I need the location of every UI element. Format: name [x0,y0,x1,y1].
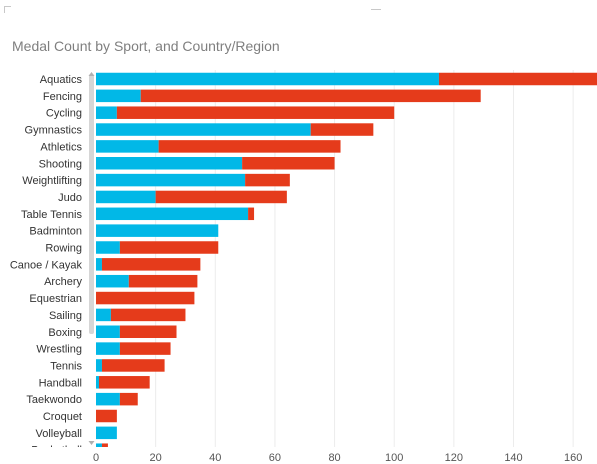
bar-segment [96,409,117,423]
x-tick-label: 100 [385,452,403,464]
visual-corner-marker [4,6,11,13]
chart-title: Medal Count by Sport, and Country/Region [12,38,280,54]
category-label: Fencing [43,91,82,103]
bar-segment [158,140,341,153]
bar-segment [119,325,177,338]
bar-segment [96,207,249,221]
bar-segment [242,157,335,170]
bar-segment [438,72,597,86]
bar-segment [96,72,439,86]
bar-segment [98,376,150,389]
category-label: Badminton [29,226,82,238]
bar-segment [96,140,159,153]
category-label: Aquatics [40,74,83,86]
bar-segment [96,291,195,305]
category-label: Archery [44,276,82,288]
bar-segment [96,241,120,254]
bar-segment [119,392,138,406]
bar-segment [96,325,120,338]
bar-segment [310,123,374,136]
bar-segment [245,173,290,187]
x-tick-label: 0 [93,452,99,464]
bar-segment [96,359,102,372]
scroll-up-arrow [88,72,95,76]
x-tick-label: 20 [150,452,162,464]
bar-segment [96,173,246,187]
scroll-down-arrow [88,441,95,445]
category-label: Equestrian [29,293,82,305]
bar-segment [96,308,111,322]
category-label: Handball [39,377,82,389]
category-label: Boxing [48,327,82,339]
bar-segment [110,308,186,322]
bars-group: Aquatics Fencing Cycling Gymnastics Athletic… [10,72,597,457]
bar-segment [96,342,120,355]
category-label: Croquet [43,411,82,423]
bar-segment [155,190,287,204]
bar-segment [140,89,481,103]
x-tick-label: 60 [269,452,281,464]
bar-segment [96,392,120,406]
bar-segment [248,207,255,221]
bar-segment [96,89,141,103]
bar-segment [96,157,243,170]
category-label: Canoe / Kayak [10,259,83,271]
bar-segment [96,376,99,389]
bar-segment [96,443,102,447]
bar-segment [96,274,129,288]
bar-segment [128,274,198,288]
bar-segment [96,106,117,119]
category-label: Weightlifting [22,175,82,187]
bar-segment [101,443,108,447]
category-label: Volleyball [36,428,82,440]
category-label: Shooting [39,158,82,170]
x-tick-label: 160 [564,452,582,464]
scrollbar-thumb [89,74,94,334]
category-label: Gymnastics [25,125,83,137]
visual-drag-handle[interactable] [371,9,381,10]
category-label: Judo [58,192,82,204]
bar-segment [119,241,219,254]
category-label: Sailing [49,310,82,322]
bar-segment [119,342,171,355]
category-label: Wrestling [36,344,82,356]
bar-segment [101,258,201,271]
category-label: Tennis [50,360,82,372]
x-tick-label: 120 [445,452,463,464]
bar-segment [101,359,165,372]
x-tick-label: 40 [209,452,221,464]
bar-segment [96,224,219,237]
bar-segment [96,190,156,204]
bar-segment [96,426,117,440]
bar-segment [116,106,395,119]
x-tick-label: 80 [328,452,340,464]
category-label: Table Tennis [21,209,82,221]
category-label: Basketball [31,445,82,457]
category-label: Rowing [45,243,82,255]
category-label: Cycling [46,108,82,120]
bar-segment [96,258,102,271]
bar-segment [96,123,311,136]
category-label: Athletics [40,141,82,153]
category-label: Taekwondo [26,394,82,406]
x-tick-label: 140 [504,452,522,464]
